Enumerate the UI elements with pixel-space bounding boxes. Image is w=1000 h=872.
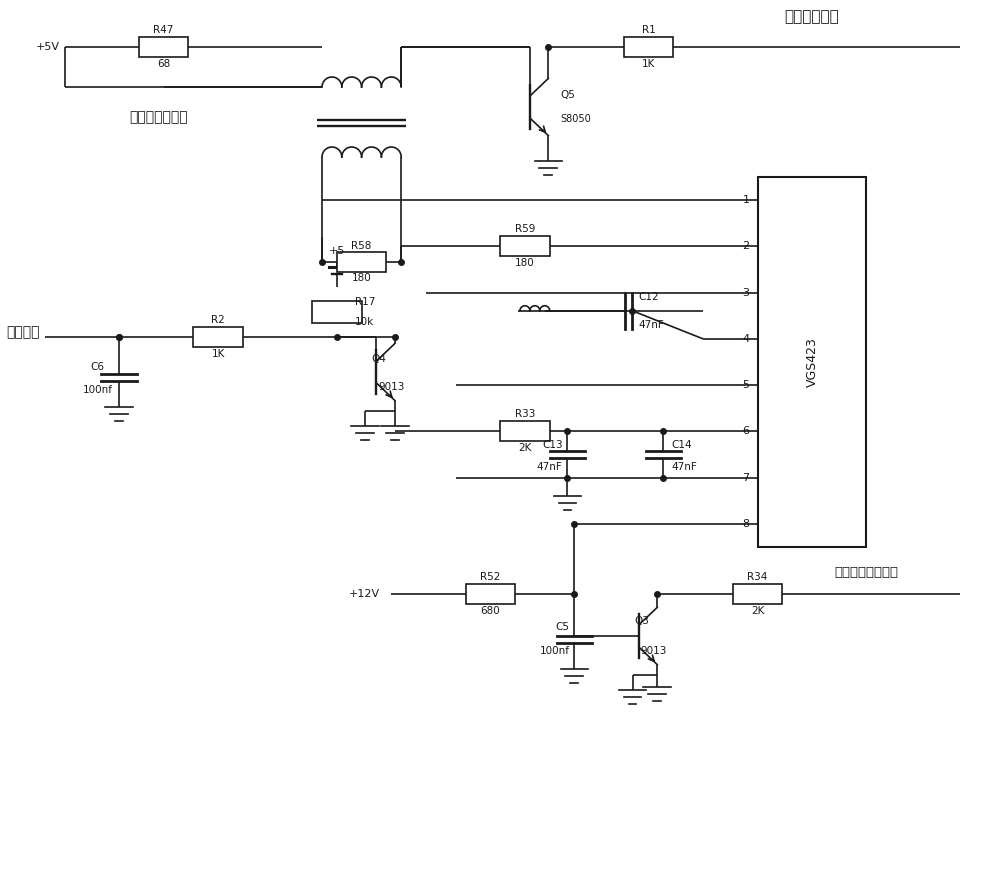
Text: 3: 3 [743,288,750,297]
Text: S8050: S8050 [560,114,591,124]
Bar [312,301,362,323]
Text: 47nF: 47nF [639,320,664,330]
Bar [733,584,782,604]
Text: 2: 2 [742,242,750,251]
Text: R34: R34 [747,572,768,582]
Text: 68: 68 [157,59,170,69]
Text: 100nf: 100nf [539,646,569,656]
Text: 47nF: 47nF [671,461,697,472]
Text: Q4: Q4 [372,354,386,364]
Bar [500,421,550,441]
Text: Q3: Q3 [635,616,650,626]
Text: 47nF: 47nF [537,461,563,472]
Text: 2K: 2K [518,443,532,453]
Text: +12V: +12V [348,589,379,599]
Text: 8: 8 [742,519,750,529]
Text: 1K: 1K [211,349,225,359]
Bar [466,584,515,604]
Text: 漏电检测: 漏电检测 [6,325,40,339]
Text: R17: R17 [355,297,375,307]
Text: 4: 4 [742,334,750,344]
Bar [337,252,386,272]
Text: C6: C6 [90,362,104,372]
Text: 180: 180 [515,258,535,269]
Text: Q5: Q5 [560,90,575,100]
Text: C12: C12 [639,292,659,302]
Text: R59: R59 [515,224,535,235]
Text: R2: R2 [211,315,225,325]
Text: R52: R52 [480,572,500,582]
Text: C13: C13 [542,439,563,449]
Text: 180: 180 [352,273,371,283]
Text: 1K: 1K [642,59,655,69]
Bar [500,236,550,256]
Bar [193,327,243,347]
Bar [624,37,673,57]
Bar [139,37,188,57]
Text: 9013: 9013 [378,382,405,392]
Text: 漏电芯片电源控制: 漏电芯片电源控制 [834,566,898,578]
Text: R47: R47 [153,25,174,35]
Text: 100nf: 100nf [82,385,112,395]
Text: +5V: +5V [36,42,60,52]
Text: 10k: 10k [355,317,374,327]
Text: 6: 6 [743,426,750,436]
Text: R33: R33 [515,409,535,419]
Bar [758,177,866,547]
Text: R1: R1 [642,25,656,35]
Text: 1: 1 [743,195,750,205]
Text: 7: 7 [742,473,750,482]
Text: C14: C14 [671,439,692,449]
Text: 680: 680 [480,606,500,616]
Text: 漏电模拟测试: 漏电模拟测试 [785,10,839,24]
Text: 零序电流互感器: 零序电流互感器 [129,110,188,124]
Text: 5: 5 [743,380,750,390]
Text: 2K: 2K [751,606,764,616]
Text: 9013: 9013 [641,646,667,656]
Text: +5: +5 [329,246,345,256]
Text: C5: C5 [555,622,569,632]
Text: VGS423: VGS423 [805,337,818,387]
Text: R58: R58 [351,241,372,251]
